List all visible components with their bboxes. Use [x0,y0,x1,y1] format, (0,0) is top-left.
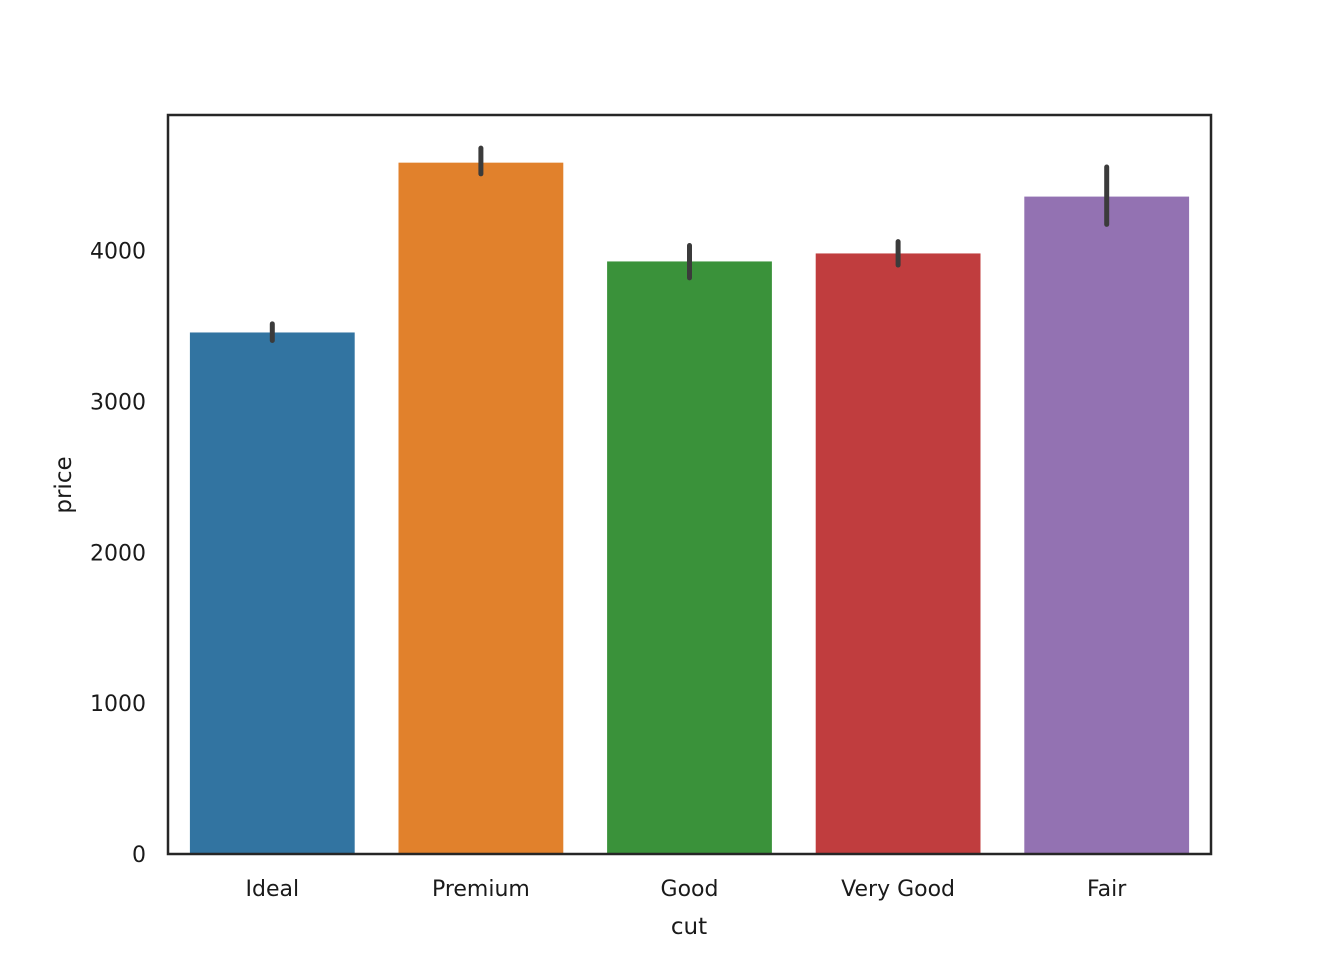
y-axis-label: price [51,456,77,513]
x-tick-label: Very Good [841,877,955,902]
bar-very-good [815,253,981,854]
y-tick-label: 2000 [90,541,146,566]
x-tick-label: Good [661,877,719,902]
bar-good [607,261,772,855]
y-tick-label: 0 [132,843,146,868]
y-tick-label: 3000 [90,391,146,416]
y-tick-label: 4000 [90,240,146,265]
y-axis-ticks: 0 1000 2000 3000 4000 [90,240,146,868]
bar-premium [398,162,564,854]
x-axis-label: cut [671,914,707,940]
x-tick-label: Premium [432,877,530,902]
x-axis-ticks: Ideal Premium Good Very Good Fair [246,877,1128,902]
bars-layer [189,162,1190,855]
x-tick-label: Ideal [246,877,300,902]
bar-fair [1024,196,1190,855]
y-tick-label: 1000 [90,692,146,717]
plot-frame [166,113,1213,856]
error-bars-layer [269,145,1110,343]
x-tick-label: Fair [1087,877,1127,902]
bar-ideal [189,332,355,854]
